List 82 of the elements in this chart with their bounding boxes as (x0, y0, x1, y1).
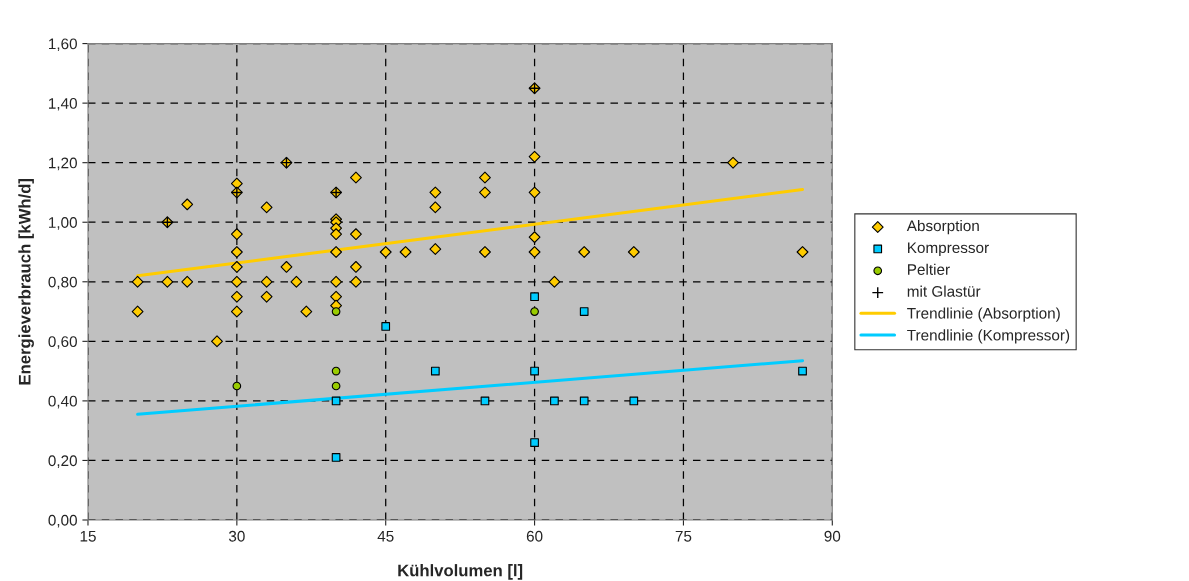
point (629, 396, 639, 406)
legend-label: mit Glastür (907, 285, 981, 297)
x-tick-label: 30 (228, 530, 245, 542)
legend-label: Peltier (908, 263, 950, 275)
point (330, 228, 343, 241)
point (232, 381, 242, 391)
point (131, 275, 144, 288)
point (479, 186, 491, 199)
point (300, 305, 313, 318)
point (530, 438, 539, 447)
point (230, 290, 243, 303)
x-tick-label: 90 (824, 530, 841, 542)
point (350, 275, 362, 288)
point (796, 246, 809, 258)
point (260, 201, 273, 214)
point (161, 275, 174, 288)
point (429, 243, 442, 255)
point (330, 290, 343, 303)
x-tick-label: 75 (675, 530, 692, 542)
point (260, 290, 273, 303)
legend-label: Trendlinie (Kompressor) (907, 329, 1070, 344)
point (528, 186, 541, 199)
x-tick-label: 60 (526, 530, 543, 542)
y-tick-label: 1,40 (49, 98, 77, 111)
point (479, 246, 491, 258)
point (528, 150, 541, 163)
point (350, 228, 362, 241)
legend-label: Absorption (906, 219, 979, 235)
point (330, 275, 343, 288)
point (579, 307, 589, 316)
point (230, 305, 243, 318)
point (260, 275, 273, 288)
point (548, 275, 561, 288)
point (528, 246, 541, 258)
point (211, 335, 223, 348)
legend-label: Trendlinie (Absorption) (907, 307, 1060, 322)
point (381, 322, 391, 331)
point (230, 260, 243, 273)
point (230, 246, 243, 258)
y-tick-label: 0,00 (48, 514, 77, 528)
y-tick-label: 1,00 (49, 217, 77, 230)
point (429, 201, 442, 214)
point (528, 231, 541, 244)
point (131, 305, 144, 318)
point (331, 307, 341, 316)
point (181, 275, 194, 288)
point (230, 228, 243, 241)
point (550, 396, 559, 406)
point (181, 198, 194, 211)
point (579, 396, 589, 406)
point (429, 186, 442, 199)
y-tick-label: 1,60 (49, 38, 77, 52)
point (280, 260, 293, 273)
y-tick-label: 0,20 (48, 455, 77, 468)
legend-label: Kompressor (908, 242, 989, 257)
y-tick-label: 0,40 (48, 395, 77, 409)
point (330, 246, 343, 258)
point (331, 453, 341, 462)
y-tick-label: 1,20 (49, 157, 77, 171)
point (727, 156, 739, 169)
point (290, 275, 303, 288)
point (530, 366, 539, 376)
y-tick-label: 0,60 (48, 336, 77, 349)
point (331, 381, 341, 391)
point (350, 171, 362, 184)
point (530, 292, 539, 302)
x-axis-title: Kühlvolumen [l] (398, 564, 523, 580)
point (479, 171, 491, 184)
point (798, 366, 807, 376)
point (578, 246, 591, 258)
y-axis-title: Energieverbrauch [kWh/d] (18, 178, 34, 385)
point (350, 260, 362, 273)
point (331, 366, 341, 376)
x-tick-label: 45 (377, 530, 394, 542)
point (379, 246, 392, 258)
x-tick-label: 15 (80, 530, 96, 542)
point (430, 366, 440, 376)
y-tick-label: 0,80 (48, 276, 77, 290)
point (627, 246, 640, 258)
point (230, 275, 243, 288)
point (530, 307, 539, 316)
point (399, 246, 412, 258)
